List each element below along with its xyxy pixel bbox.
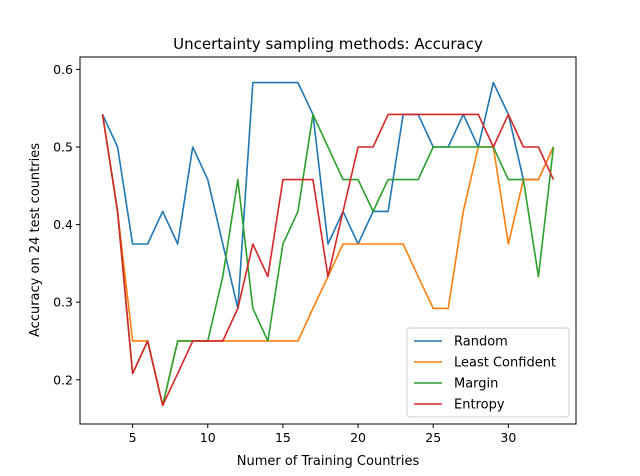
y-axis: 0.2 0.3 0.4 0.5 0.6	[53, 62, 80, 387]
series-layer	[101, 81, 555, 407]
y-axis-label: Accuracy on 24 test countries	[28, 143, 43, 337]
series-line-margin	[101, 113, 555, 407]
legend-label-least-confident: Least Confident	[454, 356, 556, 371]
series-line-entropy	[101, 113, 555, 407]
x-tick-label: 30	[500, 430, 516, 445]
x-tick-label: 25	[425, 430, 441, 445]
y-tick-label: 0.3	[53, 295, 73, 310]
y-tick-label: 0.2	[53, 372, 73, 387]
legend-label-margin: Margin	[454, 377, 498, 392]
x-tick-label: 20	[350, 430, 366, 445]
x-tick-label: 5	[129, 430, 137, 445]
legend-frame	[406, 327, 570, 418]
y-tick-label: 0.4	[53, 217, 73, 232]
y-tick-label: 0.5	[53, 140, 73, 155]
chart-title: Uncertainty sampling methods: Accuracy	[173, 35, 483, 53]
x-axis: 5 10 15 20 25 30	[129, 424, 516, 445]
legend-label-random: Random	[454, 335, 508, 350]
x-axis-label: Numer of Training Countries	[237, 454, 420, 469]
legend: Random Least Confident Margin Entropy	[406, 327, 570, 418]
plot-area: 5 10 15 20 25 30 0.2 0.3 0.4 0.5 0.6	[53, 56, 577, 445]
y-tick-label: 0.6	[53, 62, 73, 77]
legend-label-entropy: Entropy	[454, 398, 505, 413]
x-tick-label: 10	[200, 430, 216, 445]
x-tick-label: 15	[275, 430, 291, 445]
axes-frame	[79, 56, 577, 425]
